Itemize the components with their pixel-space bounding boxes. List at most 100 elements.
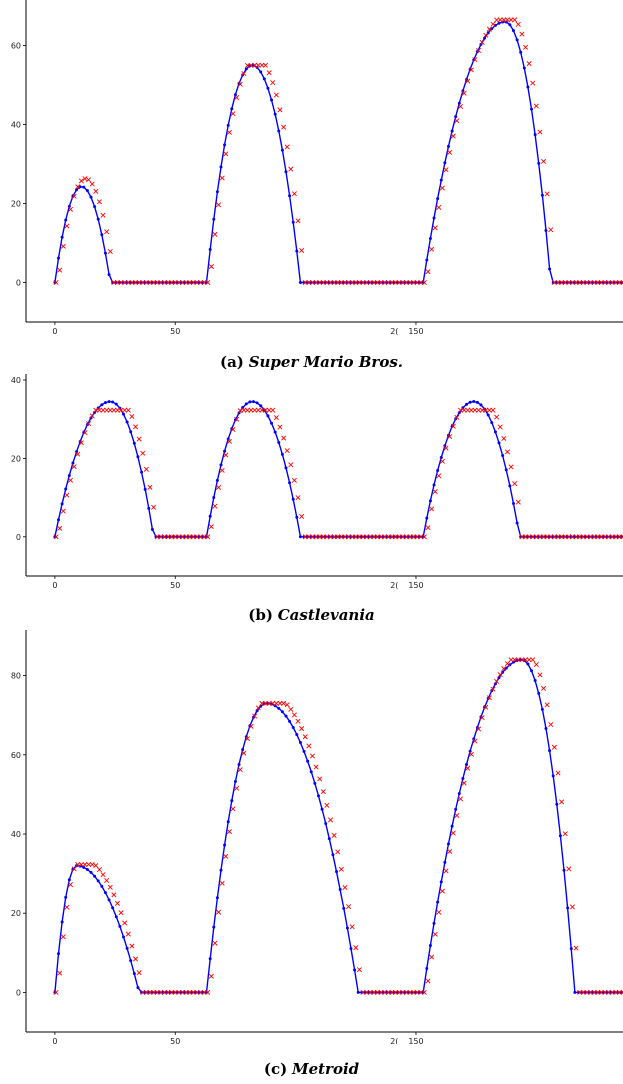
data-point-red (53, 989, 59, 995)
data-point-blue (439, 178, 443, 182)
data-point-red (418, 989, 424, 995)
data-point-red (71, 464, 77, 470)
data-point-red (306, 743, 312, 749)
x-marker-stroke (212, 231, 218, 237)
data-point-blue (533, 133, 537, 137)
x-marker-stroke (616, 279, 622, 286)
data-point-red (291, 191, 297, 197)
data-point-blue (103, 401, 107, 405)
x-marker-stroke (468, 407, 474, 413)
x-marker-stroke (331, 534, 337, 540)
x-marker-stroke (465, 765, 471, 771)
x-marker-stroke (223, 452, 229, 458)
x-marker-stroke (450, 830, 456, 836)
data-point-red (118, 407, 124, 413)
x-marker-stroke (479, 407, 485, 413)
data-point-red (598, 534, 604, 540)
data-point-red (140, 279, 146, 286)
data-point-red (223, 853, 229, 859)
x-marker-stroke (353, 945, 359, 951)
data-point-blue (85, 189, 89, 193)
x-marker-stroke (140, 279, 146, 286)
y-tick-label: 40 (11, 376, 21, 385)
x-marker-stroke (501, 17, 507, 23)
x-marker-stroke (443, 868, 449, 874)
data-point-red (183, 534, 189, 540)
data-point-red (620, 534, 623, 540)
caption-b: (b) Castlevania (0, 606, 623, 624)
data-point-blue (432, 483, 436, 487)
data-point-blue (479, 42, 483, 46)
data-point-red (327, 817, 334, 823)
data-point-red (479, 39, 485, 45)
x-marker-stroke (544, 534, 550, 540)
data-point-red (504, 17, 510, 23)
x-marker-stroke (613, 279, 619, 286)
data-point-red (519, 657, 525, 663)
x-marker-stroke (382, 279, 388, 286)
data-point-red (317, 534, 323, 540)
x-marker-stroke (230, 111, 236, 117)
data-point-red (161, 279, 167, 286)
data-point-red (483, 32, 489, 38)
x-marker-stroke (143, 989, 149, 995)
x-marker-stroke (609, 989, 615, 995)
x-marker-stroke (436, 473, 442, 479)
data-point-red (602, 989, 608, 995)
x-marker-stroke (595, 989, 601, 995)
x-marker-stroke (216, 484, 222, 490)
data-point-red (154, 279, 160, 286)
data-point-red (212, 503, 218, 509)
x-marker-stroke (226, 438, 232, 444)
x-marker-stroke (327, 817, 334, 823)
data-point-red (425, 269, 431, 275)
data-point-red (241, 71, 247, 77)
data-point-red (429, 246, 435, 252)
data-point-red (461, 780, 467, 786)
data-point-red (161, 534, 167, 540)
data-point-red (374, 279, 380, 286)
x-marker-stroke (147, 989, 153, 995)
x-marker-stroke (161, 279, 167, 286)
x-marker-stroke (584, 279, 590, 286)
x-marker-stroke (584, 534, 590, 540)
caption-game-name: Castlevania (277, 606, 375, 624)
data-point-red (400, 279, 406, 286)
data-point-red (194, 534, 200, 540)
x-marker-stroke (555, 534, 561, 540)
data-point-red (169, 989, 175, 995)
data-point-blue (291, 726, 295, 730)
x-marker-stroke (140, 989, 146, 995)
data-point-red (223, 452, 229, 458)
data-point-blue (125, 420, 129, 424)
data-point-red (371, 989, 377, 995)
x-marker-stroke (205, 534, 211, 540)
data-point-red (544, 534, 550, 540)
x-marker-stroke (432, 931, 438, 937)
data-point-blue (129, 430, 133, 434)
data-point-blue (436, 900, 440, 904)
data-point-red (147, 279, 153, 286)
data-point-red (548, 227, 554, 233)
data-point-red (176, 534, 182, 540)
data-point-red (349, 924, 355, 930)
x-marker-stroke (418, 989, 424, 995)
data-point-blue (475, 400, 479, 404)
data-point-red (349, 534, 355, 540)
data-point-red (425, 525, 431, 531)
data-point-red (559, 799, 565, 805)
data-point-red (569, 279, 575, 286)
x-marker-stroke (78, 861, 84, 868)
data-point-red (122, 920, 128, 926)
x-marker-stroke (483, 704, 489, 710)
data-point-red (277, 424, 283, 430)
data-point-red (613, 989, 619, 995)
data-point-red (548, 721, 554, 728)
x-marker-stroke (367, 534, 373, 540)
x-marker-stroke (190, 534, 196, 540)
x-marker-stroke (158, 534, 164, 540)
x-marker-stroke (68, 882, 74, 888)
x-marker-stroke (237, 767, 243, 773)
x-marker-stroke (364, 534, 370, 540)
data-point-blue (298, 281, 302, 284)
